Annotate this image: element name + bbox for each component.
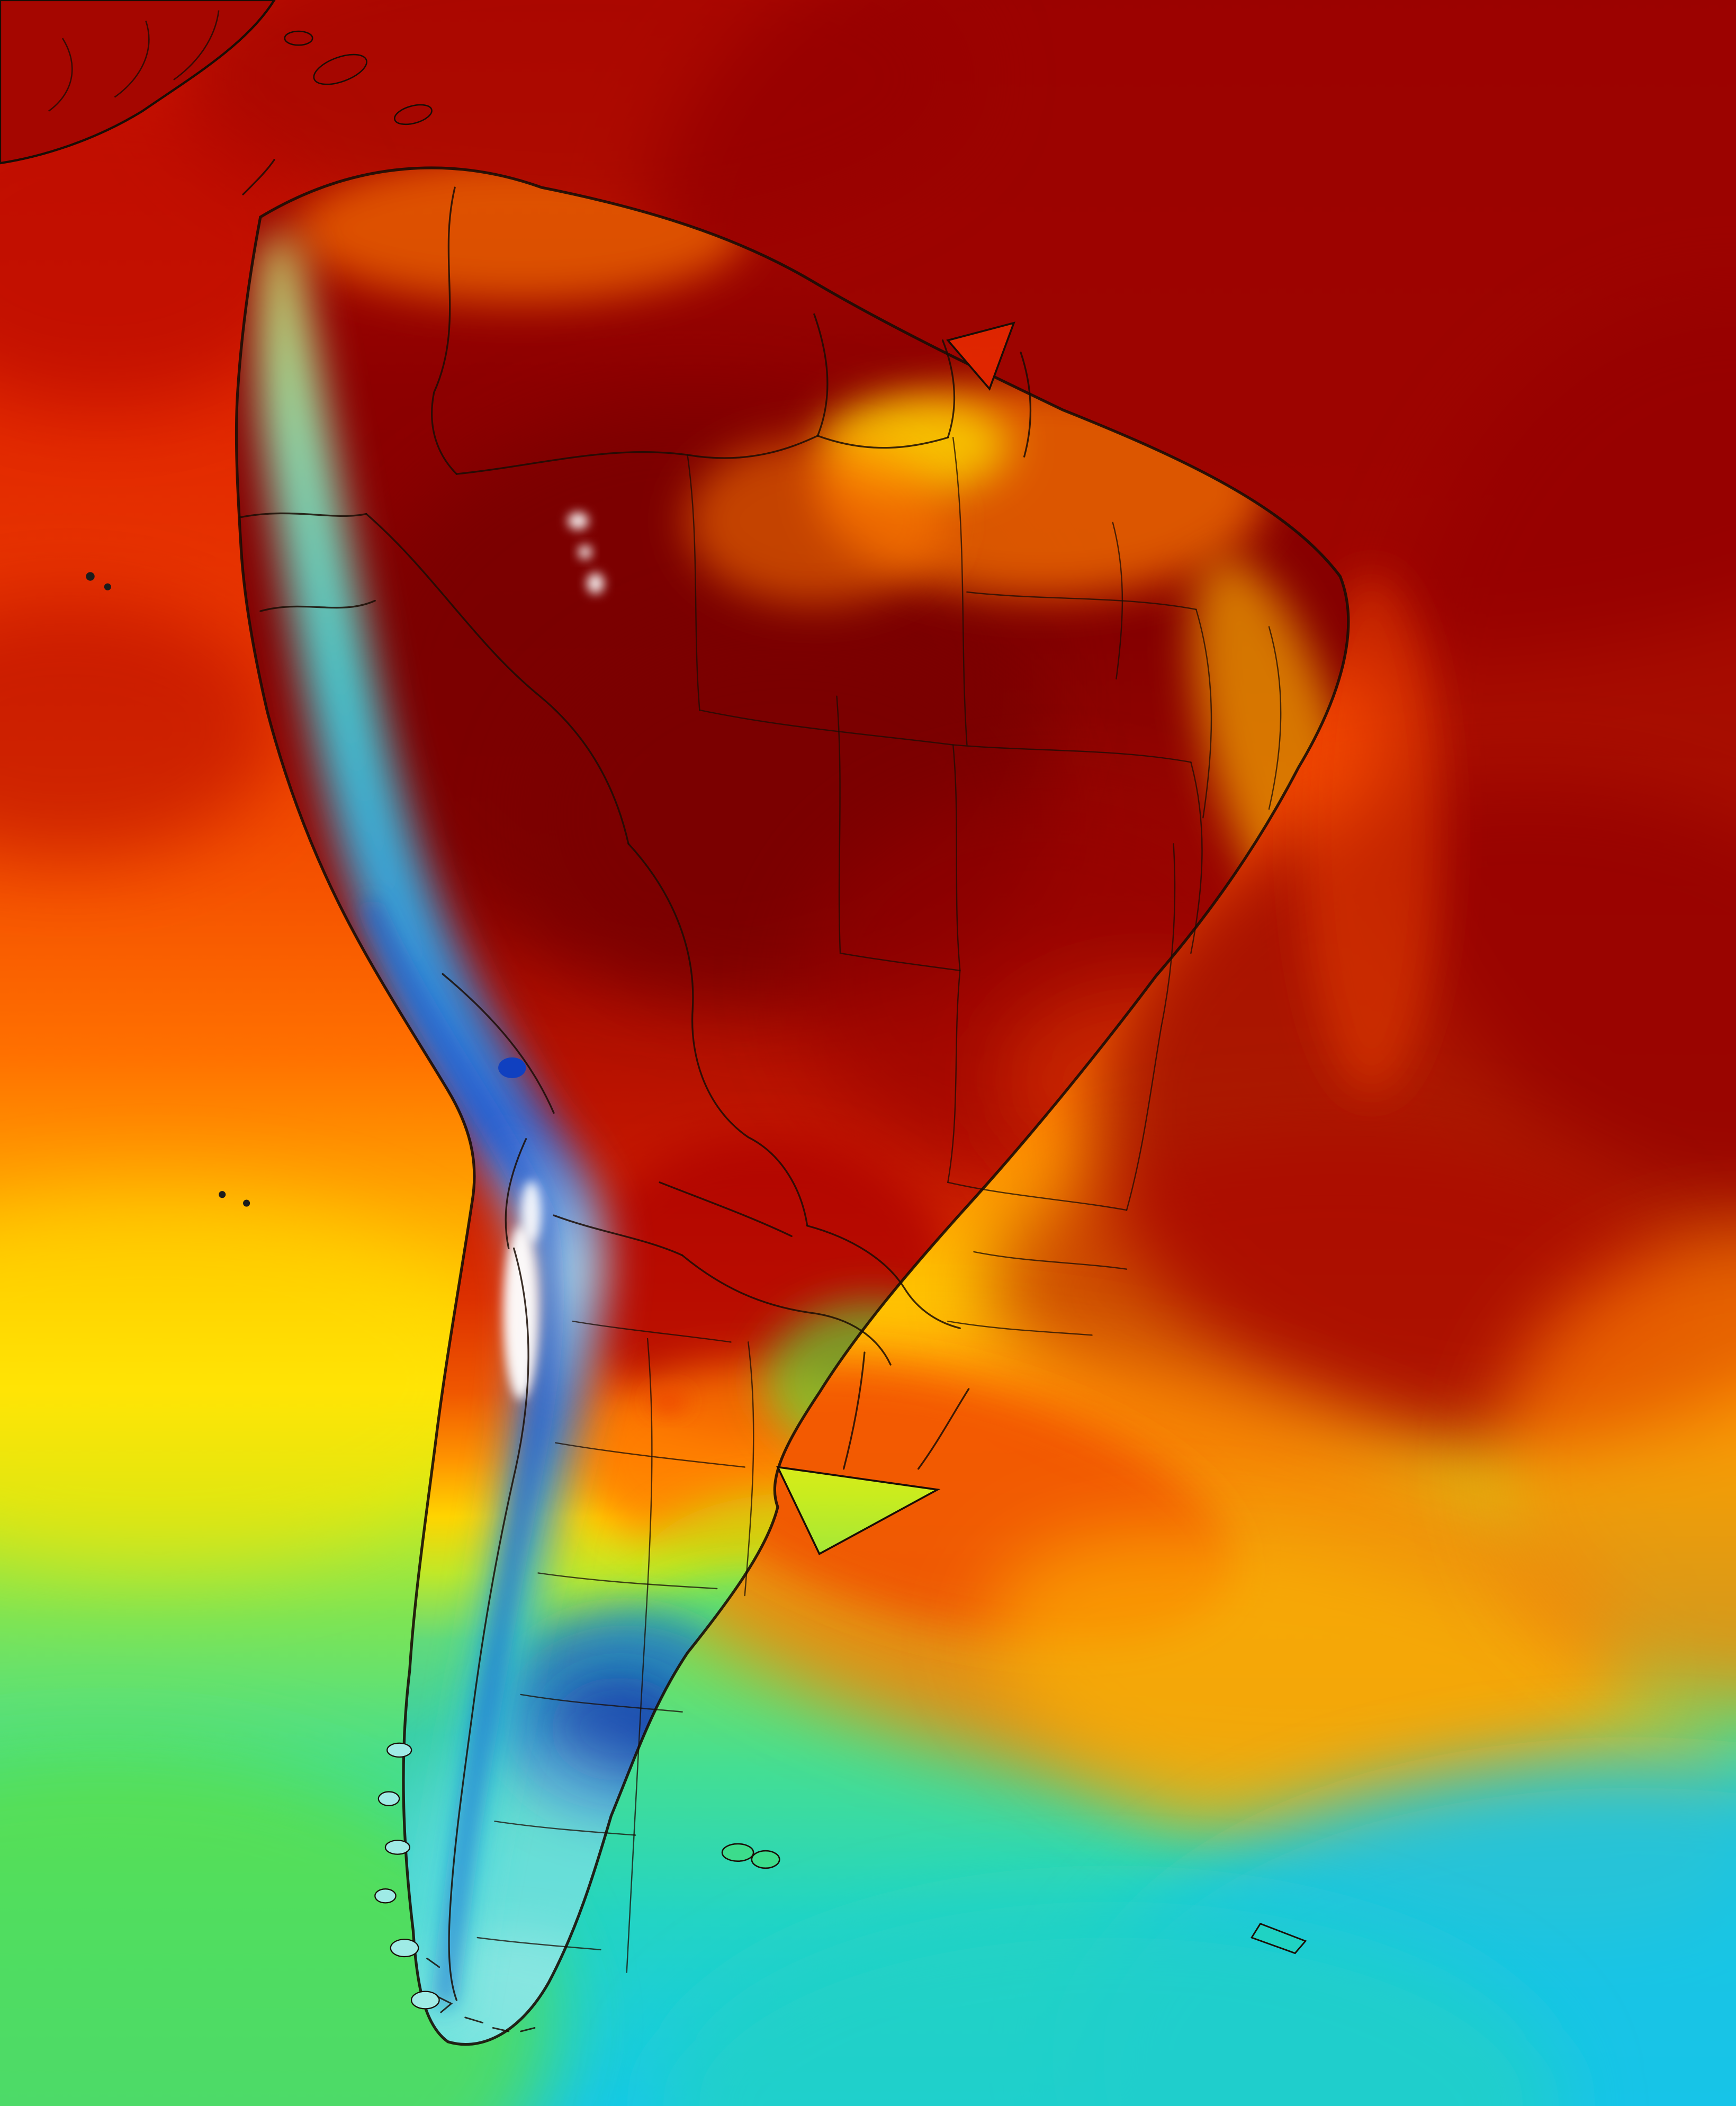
pacific-islet (219, 1191, 226, 1198)
lake-titicaca (498, 1058, 526, 1078)
andes-snow-white-patch-north (521, 1180, 542, 1243)
chilean-fjord-island (379, 1792, 399, 1806)
hot-spot-central-argentina (649, 1389, 687, 1413)
falkland-islands-east (752, 1851, 779, 1868)
andes-snow-white-patch (503, 1226, 538, 1400)
chilean-fjord-island (387, 1743, 411, 1757)
falkland-islands-west (722, 1844, 753, 1861)
chilean-fjord-island (391, 1939, 418, 1957)
galapagos-islands (104, 584, 111, 590)
white-speck-amazon-2 (578, 545, 592, 559)
galapagos-islands (86, 572, 94, 580)
chilean-fjord-island (411, 1992, 439, 2009)
caribbean-island (285, 31, 312, 45)
guiana-highlands-patch (686, 437, 946, 604)
chilean-fjord-island (375, 1889, 395, 1903)
white-speck-amazon-3 (587, 573, 604, 594)
pacific-islet (243, 1200, 250, 1207)
chilean-fjord-island (385, 1840, 410, 1854)
white-speck-amazon-1 (568, 512, 588, 530)
